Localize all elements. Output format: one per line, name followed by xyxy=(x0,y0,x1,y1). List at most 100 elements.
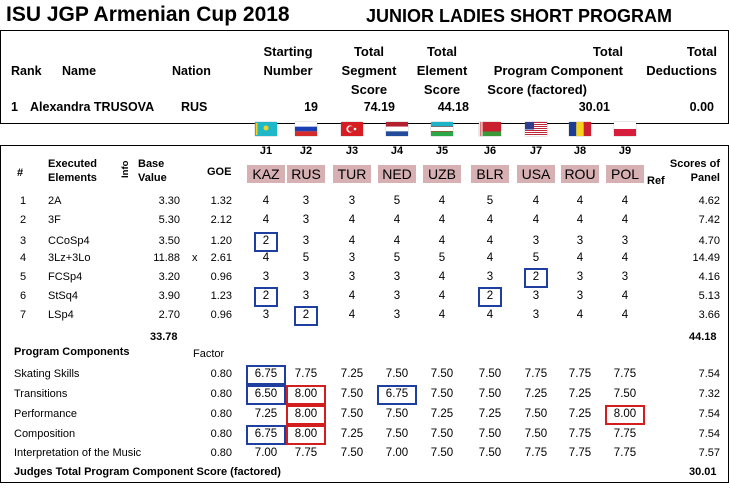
element-judge-score: 3 xyxy=(605,235,645,247)
highlight-box xyxy=(294,306,318,326)
element-name: 3Lz+3Lo xyxy=(48,252,91,264)
element-judge-score: 3 xyxy=(286,195,326,207)
element-judge-score: 4 xyxy=(560,195,600,207)
component-judge-score: 7.25 xyxy=(332,368,372,380)
element-judge-score: 4 xyxy=(470,252,510,264)
element-bonus-mark: x xyxy=(192,252,198,264)
element-judge-score: 4 xyxy=(332,214,372,226)
element-name: LSp4 xyxy=(48,309,74,321)
element-panel-score: 3.66 xyxy=(676,309,720,321)
element-judge-score: 3 xyxy=(377,309,417,321)
component-judge-score: 7.50 xyxy=(422,447,462,459)
element-judge-score: 4 xyxy=(422,290,462,302)
element-goe: 1.20 xyxy=(200,235,232,247)
component-name: Interpretation of the Music xyxy=(14,447,141,459)
component-factor: 0.80 xyxy=(190,408,232,420)
total-deductions-header: Total Deductions xyxy=(633,42,717,80)
element-judge-score: 4 xyxy=(605,252,645,264)
element-name: FCSp4 xyxy=(48,271,82,283)
component-panel-score: 7.54 xyxy=(676,368,720,380)
goe-header: GOE xyxy=(207,165,231,179)
component-judge-score: 7.50 xyxy=(470,388,510,400)
total-pcs-header: Total Program Component Score (factored) xyxy=(478,42,623,99)
component-judge-score: 7.50 xyxy=(332,388,372,400)
component-judge-score: 7.75 xyxy=(286,368,326,380)
highlight-box xyxy=(478,287,502,307)
element-judge-score: 4 xyxy=(422,309,462,321)
flag-kazakhstan-icon xyxy=(255,122,277,136)
total-segment-score-header: Total Segment Score xyxy=(329,42,409,99)
element-judge-score: 4 xyxy=(422,195,462,207)
element-number-header: # xyxy=(17,166,23,180)
component-judge-score: 7.00 xyxy=(246,447,286,459)
flag-turkey-icon xyxy=(341,122,363,136)
element-number: 7 xyxy=(20,309,26,321)
executed-elements-header: Executed Elements xyxy=(48,157,97,185)
highlight-box xyxy=(254,232,278,252)
component-judge-score: 7.25 xyxy=(470,408,510,420)
component-judge-score: 7.25 xyxy=(516,388,556,400)
element-judge-score: 4 xyxy=(470,235,510,247)
element-judge-score: 4 xyxy=(377,235,417,247)
element-judge-score: 3 xyxy=(560,235,600,247)
flag-usa-icon xyxy=(525,122,547,136)
component-judge-score: 7.25 xyxy=(246,408,286,420)
element-name: CCoSp4 xyxy=(48,235,90,247)
component-judge-score: 7.50 xyxy=(332,408,372,420)
component-judge-score: 7.50 xyxy=(470,428,510,440)
component-factor: 0.80 xyxy=(190,447,232,459)
component-judge-score: 7.50 xyxy=(377,408,417,420)
highlight-box xyxy=(286,385,326,405)
component-name: Transitions xyxy=(14,388,67,400)
component-judge-score: 7.50 xyxy=(422,428,462,440)
rank-header: Rank xyxy=(11,64,42,78)
element-goe: 2.12 xyxy=(200,214,232,226)
element-judge-score: 3 xyxy=(516,290,556,302)
element-judge-score: 4 xyxy=(605,290,645,302)
judges-total-pcs-label: Judges Total Program Component Score (fa… xyxy=(14,466,281,478)
highlight-box xyxy=(524,268,548,288)
component-judge-score: 7.75 xyxy=(516,368,556,380)
element-judge-score: 4 xyxy=(560,309,600,321)
component-judge-score: 7.50 xyxy=(470,447,510,459)
component-factor: 0.80 xyxy=(190,368,232,380)
element-judge-score: 5 xyxy=(422,252,462,264)
element-judge-score: 3 xyxy=(286,290,326,302)
element-judge-score: 3 xyxy=(332,195,372,207)
highlight-box xyxy=(286,425,326,445)
flag-uzbekistan-icon xyxy=(431,122,453,136)
total-element-score-header: Total Element Score xyxy=(408,42,476,99)
component-judge-score: 7.75 xyxy=(605,368,645,380)
element-judge-score: 5 xyxy=(377,195,417,207)
element-judge-score: 3 xyxy=(246,271,286,283)
element-number: 2 xyxy=(20,214,26,226)
highlight-box xyxy=(605,405,645,425)
starting-number-header: Starting Number xyxy=(256,42,320,80)
component-panel-score: 7.57 xyxy=(676,447,720,459)
component-judge-score: 7.75 xyxy=(516,447,556,459)
nation-header: Nation xyxy=(172,64,211,78)
flag-romania-icon xyxy=(569,122,591,136)
component-panel-score: 7.54 xyxy=(676,428,720,440)
element-judge-score: 4 xyxy=(332,235,372,247)
skater-name: Alexandra TRUSOVA xyxy=(30,100,154,114)
element-judge-score: 3 xyxy=(286,271,326,283)
element-base-value: 3.90 xyxy=(138,290,180,302)
element-judge-score: 3 xyxy=(560,290,600,302)
element-judge-score: 4 xyxy=(377,214,417,226)
page-title: ISU JGP Armenian Cup 2018 xyxy=(6,3,290,27)
page-subtitle: JUNIOR LADIES SHORT PROGRAM xyxy=(366,6,672,27)
element-judge-score: 4 xyxy=(332,290,372,302)
element-judge-score: 4 xyxy=(246,252,286,264)
component-judge-score: 7.00 xyxy=(377,447,417,459)
elements-total: 44.18 xyxy=(689,331,717,343)
total-pcs: 30.01 xyxy=(570,100,610,114)
component-judge-score: 7.25 xyxy=(422,408,462,420)
component-judge-score: 7.75 xyxy=(560,447,600,459)
total-deductions: 0.00 xyxy=(670,100,714,114)
element-judge-score: 3 xyxy=(377,290,417,302)
element-judge-score: 4 xyxy=(560,214,600,226)
element-judge-score: 3 xyxy=(286,235,326,247)
component-panel-score: 7.32 xyxy=(676,388,720,400)
element-judge-score: 4 xyxy=(422,214,462,226)
